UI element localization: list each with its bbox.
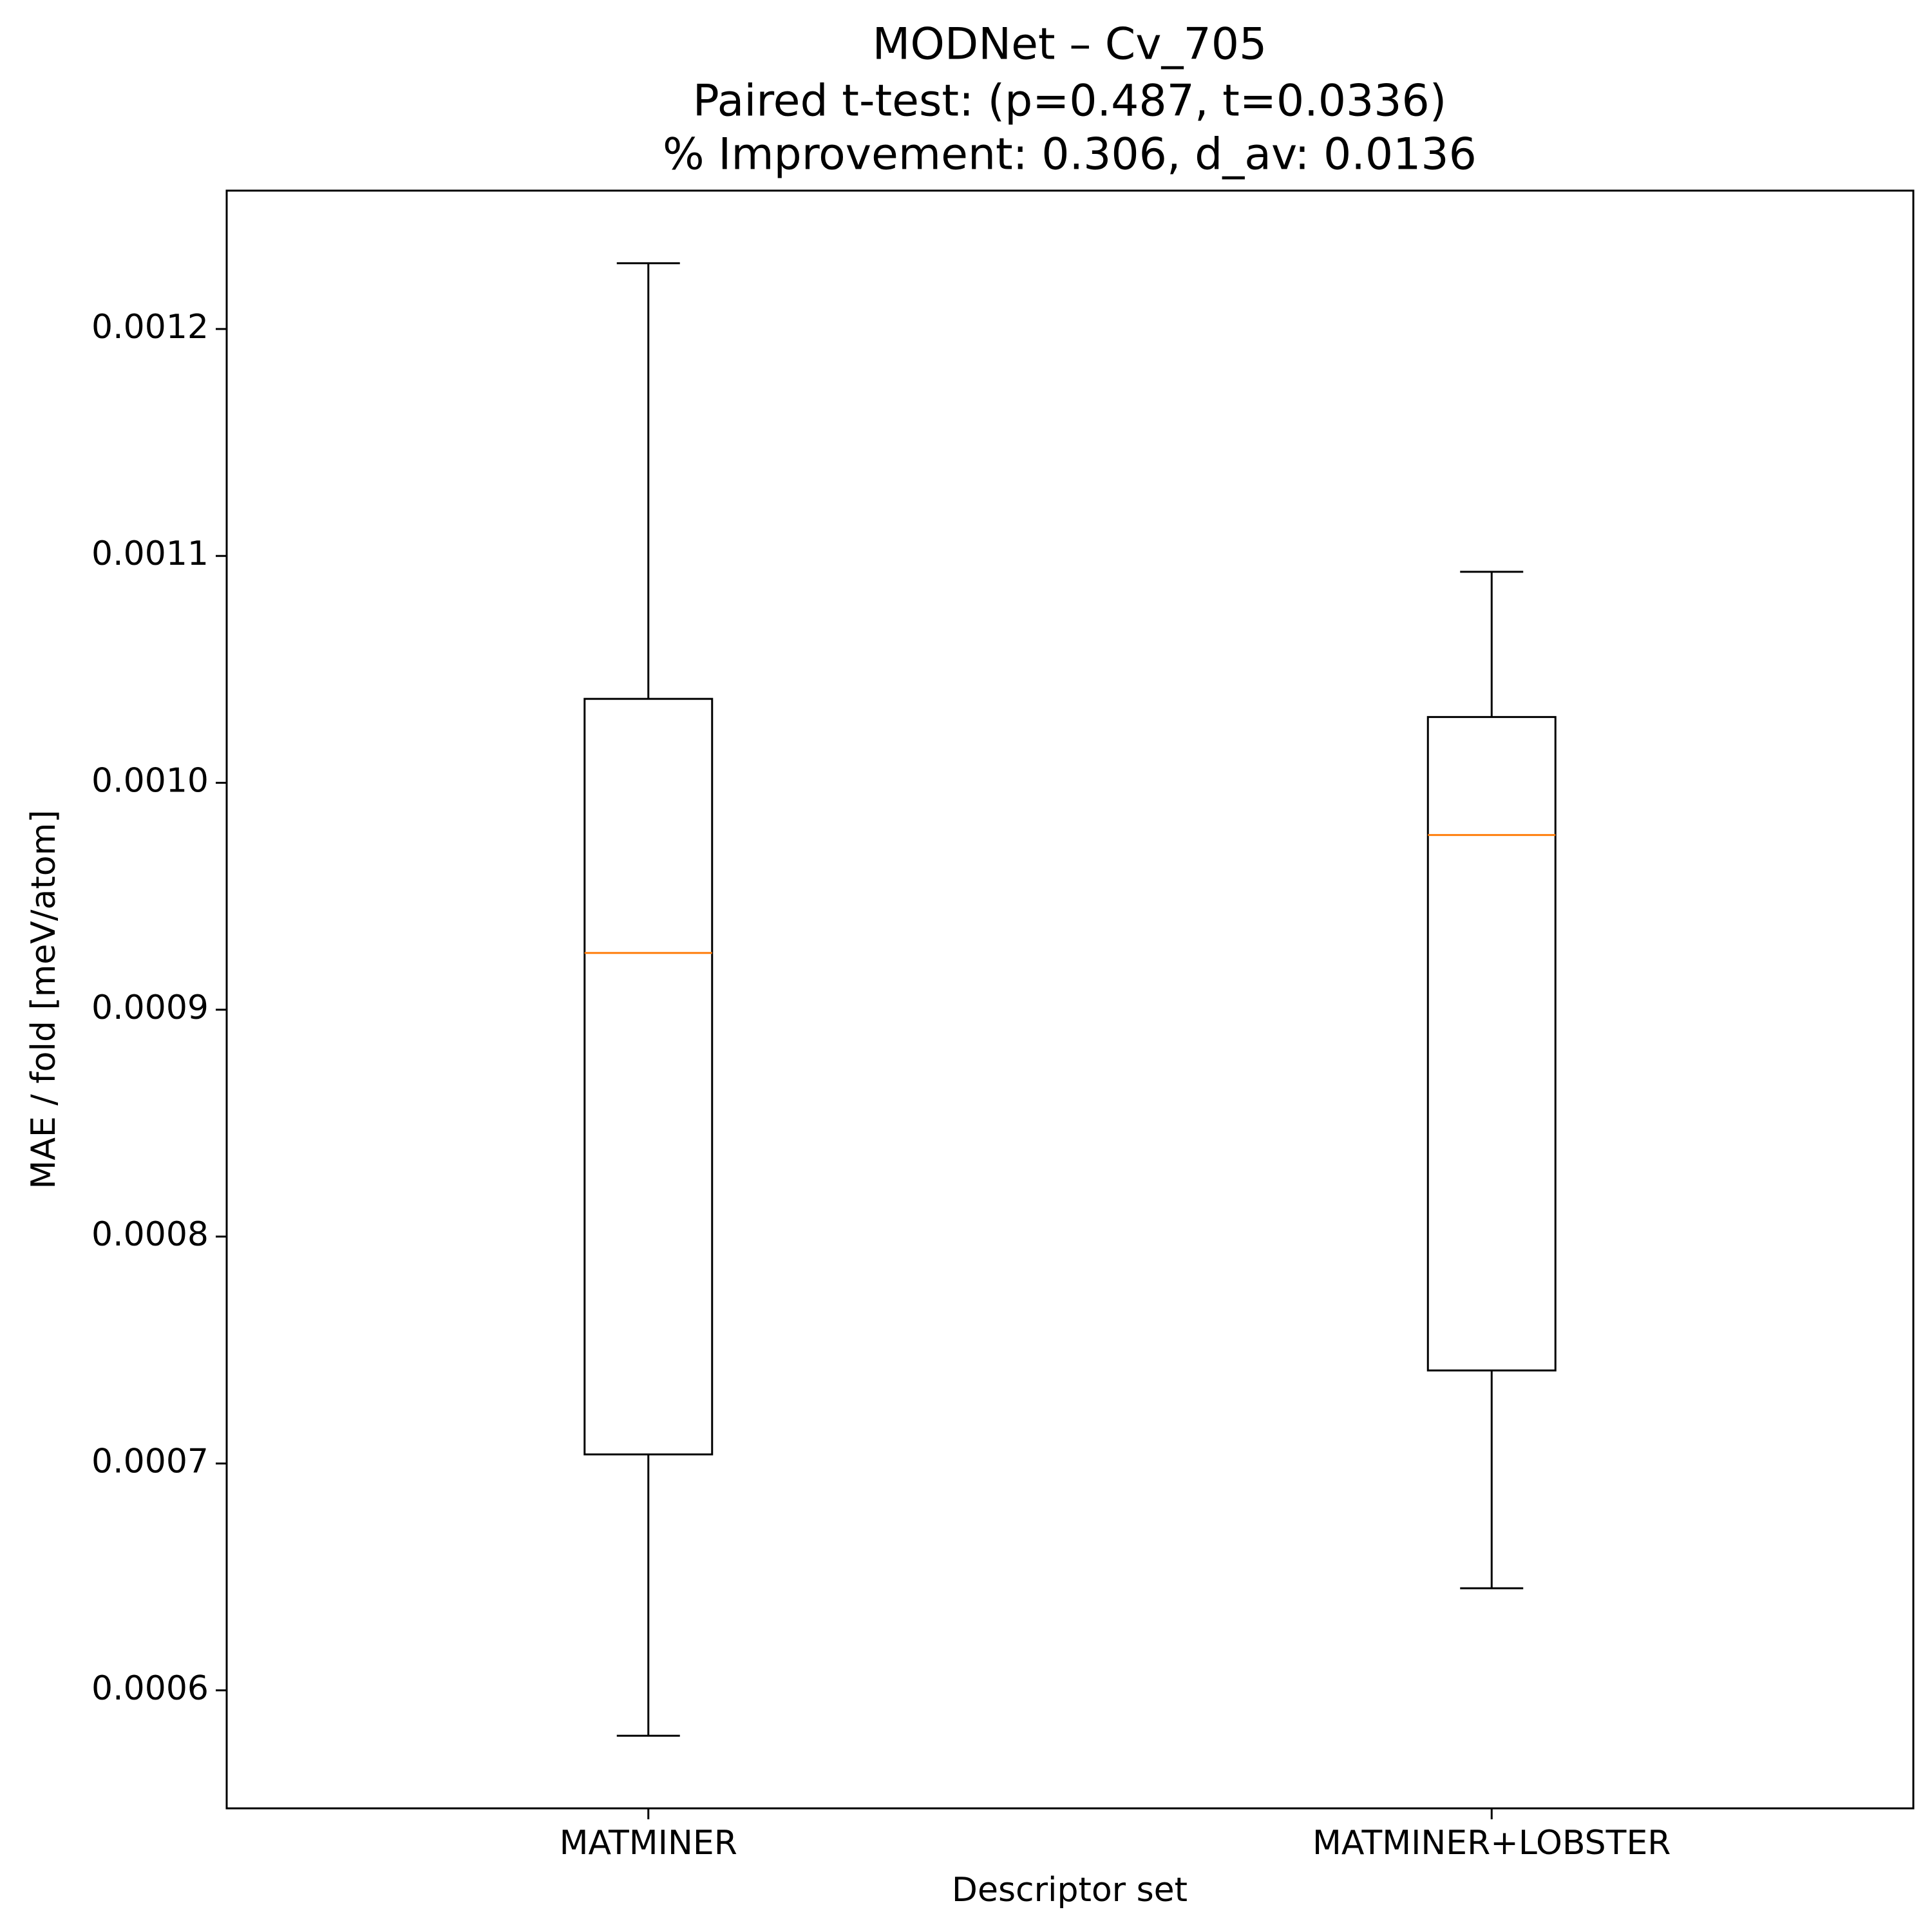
- y-tick-label: 0.0010: [91, 762, 209, 800]
- x-axis-label: Descriptor set: [952, 1871, 1188, 1909]
- y-tick-label: 0.0006: [91, 1669, 209, 1708]
- chart-title: MODNet – Cv_705: [873, 19, 1267, 70]
- box: [583, 697, 714, 1455]
- y-tick-label: 0.0008: [91, 1215, 209, 1254]
- x-tick-label: MATMINER: [560, 1824, 737, 1862]
- y-tick-label: 0.0012: [91, 308, 209, 346]
- chart-subtitle: % Improvement: 0.306, d_av: 0.0136: [663, 129, 1477, 180]
- plot-frame: [225, 189, 1915, 1810]
- x-tick-label: MATMINER+LOBSTER: [1312, 1824, 1671, 1862]
- box: [1426, 715, 1557, 1372]
- y-tick-label: 0.0007: [91, 1442, 209, 1481]
- y-axis-label: MAE / fold [meV/atom]: [24, 810, 63, 1189]
- chart-subtitle: Paired t-test: (p=0.487, t=0.0336): [693, 76, 1447, 127]
- y-tick-label: 0.0009: [91, 989, 209, 1027]
- y-tick-label: 0.0011: [91, 535, 209, 573]
